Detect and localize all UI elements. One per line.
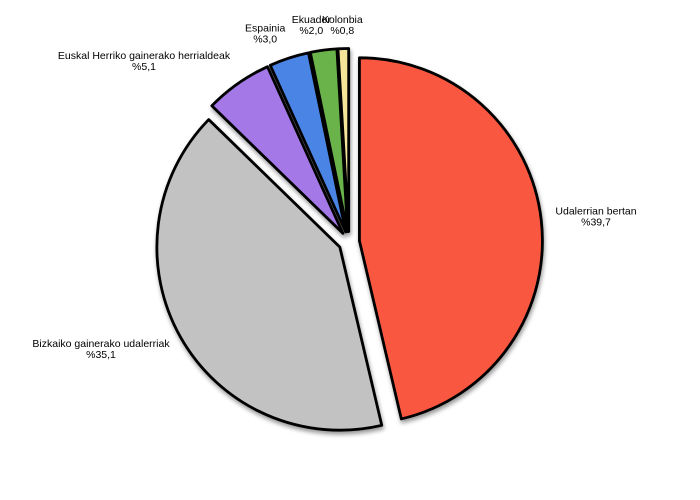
svg-text:%35,1: %35,1 <box>86 349 116 361</box>
svg-text:Bizkaiko gainerako udalerriak: Bizkaiko gainerako udalerriak <box>32 338 170 350</box>
svg-text:Espainia: Espainia <box>245 23 285 35</box>
svg-text:%39,7: %39,7 <box>581 216 611 228</box>
svg-text:Euskal Herriko gainerako herri: Euskal Herriko gainerako herrialdeak <box>58 50 231 62</box>
svg-text:%0,8: %0,8 <box>330 25 354 37</box>
svg-text:Kolonbia: Kolonbia <box>322 14 363 26</box>
svg-text:%5,1: %5,1 <box>132 61 156 73</box>
svg-text:Ekuador: Ekuador <box>292 14 332 26</box>
svg-text:Udalerrian bertan: Udalerrian bertan <box>555 205 636 217</box>
svg-text:%2,0: %2,0 <box>299 25 323 37</box>
svg-text:%3,0: %3,0 <box>253 34 277 46</box>
